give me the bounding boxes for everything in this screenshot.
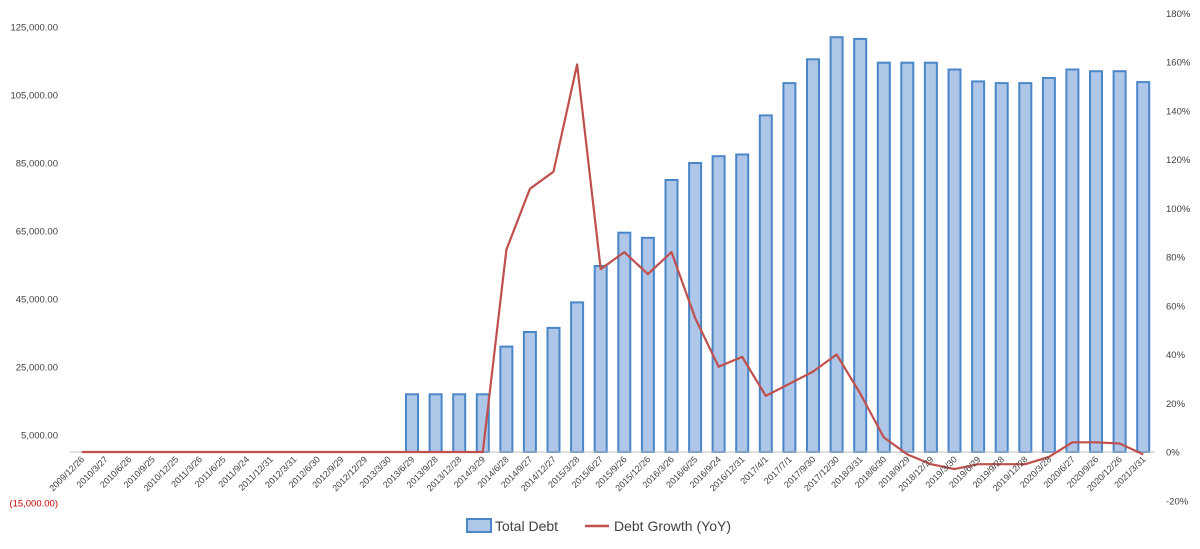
total-debt-bar [971, 80, 986, 454]
right-axis-tick-label: 20% [1166, 399, 1186, 410]
right-axis-tick-label: 180% [1166, 9, 1191, 20]
total-debt-bar [876, 61, 891, 453]
total-debt-bar [1136, 81, 1151, 453]
left-axis-tick-label: 105,000.00 [10, 91, 58, 102]
total-debt-bar [735, 153, 750, 453]
total-debt-bar [853, 37, 868, 454]
legend-label-debt-growth: Debt Growth (YoY) [614, 518, 731, 534]
total-debt-bar [1018, 82, 1033, 453]
right-axis-tick-label: 160% [1166, 58, 1191, 69]
left-axis-tick-label: 85,000.00 [16, 159, 58, 170]
total-debt-bars [405, 36, 1151, 454]
total-debt-bar [994, 82, 1009, 453]
total-debt-bar [593, 265, 608, 453]
total-debt-bar [923, 61, 938, 453]
total-debt-bar [546, 326, 561, 453]
total-debt-bar [428, 393, 443, 453]
total-debt-bar [570, 301, 585, 453]
total-debt-bar [1112, 70, 1127, 453]
right-axis-tick-label: 0% [1166, 448, 1180, 459]
right-axis-tick-label: 100% [1166, 204, 1191, 215]
total-debt-bar [829, 36, 844, 453]
right-axis-tick-label: -20% [1166, 496, 1189, 507]
right-axis-tick-label: 80% [1166, 253, 1186, 264]
total-debt-bar [1065, 68, 1080, 453]
total-debt-bar [405, 393, 419, 453]
total-debt-bar [664, 179, 679, 453]
right-y-axis: -20% 0% 20% 40% 60% 80% 100% 120% 140% 160% 180% [1166, 9, 1191, 508]
total-debt-bar [452, 393, 467, 453]
total-debt-bar [617, 231, 632, 453]
total-debt-bar [900, 61, 915, 453]
left-axis-tick-label: 125,000.00 [10, 23, 58, 34]
left-axis-tick-label: 65,000.00 [16, 227, 58, 238]
right-axis-tick-label: 40% [1166, 350, 1186, 361]
total-debt-bar [499, 345, 514, 454]
right-axis-tick-label: 60% [1166, 301, 1186, 312]
debt-growth-line [81, 63, 1144, 471]
total-debt-bar [711, 155, 726, 453]
total-debt-bar [806, 58, 820, 454]
x-axis-ticks: 2009/12/262010/3/272010/6/262010/9/25201… [47, 454, 1147, 493]
total-debt-bar [782, 82, 797, 453]
legend-label-total-debt: Total Debt [495, 518, 558, 534]
legend-swatch-total-debt [466, 518, 492, 533]
total-debt-bar [758, 114, 773, 454]
total-debt-bar [1089, 70, 1103, 453]
left-axis-tick-label: 45,000.00 [16, 295, 58, 306]
right-axis-tick-label: 140% [1166, 106, 1191, 117]
left-axis-tick-label: 25,000.00 [16, 363, 58, 374]
left-y-axis: (15,000.00) 5,000.00 25,000.00 45,000.00 65,… [9, 23, 58, 510]
legend: Total Debt Debt Growth (YoY) [466, 518, 731, 534]
total-debt-bar [522, 331, 537, 453]
left-axis-tick-label: 5,000.00 [21, 431, 58, 442]
total-debt-bar [947, 68, 962, 453]
right-axis-tick-label: 120% [1166, 155, 1191, 166]
total-debt-bar [1041, 77, 1056, 453]
left-axis-tick-label: (15,000.00) [9, 499, 58, 510]
